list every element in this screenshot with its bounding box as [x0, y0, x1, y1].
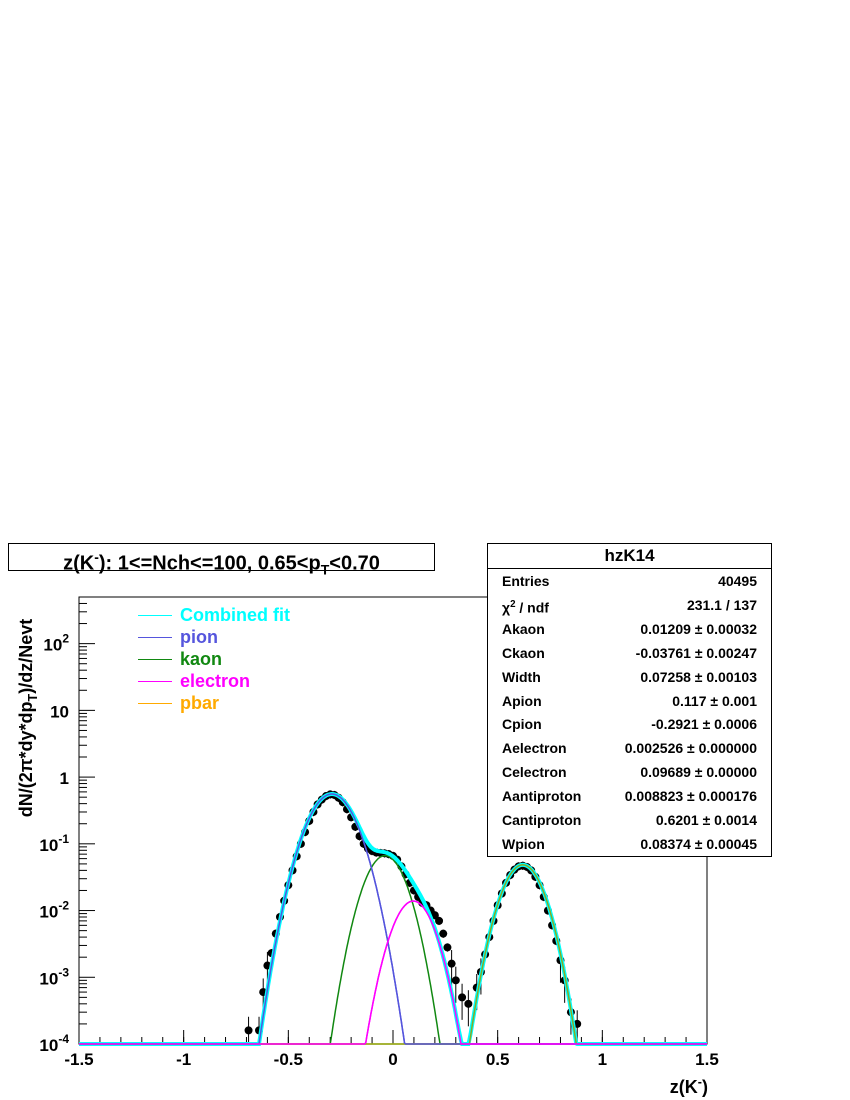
- curve-pbar-overlay: [79, 864, 707, 1045]
- y-axis-label-text: dN/(2π*dy*dp: [16, 701, 37, 818]
- stats-key: χ2 / ndf: [502, 598, 549, 616]
- stats-row: Akaon 0.01209 ± 0.00032: [502, 617, 757, 641]
- stats-row: Aelectron 0.002526 ± 0.000000: [502, 736, 757, 760]
- legend-label: pion: [180, 627, 218, 647]
- chart-title: z(K-): 1<=Nch<=100, 0.65<pT<0.70: [8, 543, 435, 578]
- legend-swatch: [138, 615, 172, 616]
- data-point: [447, 959, 456, 968]
- y-tick-label: 10-1: [39, 832, 69, 855]
- x-tick-label: 0: [388, 1050, 397, 1069]
- stats-row: χ2 / ndf 231.1 / 137: [502, 593, 757, 617]
- y-tick-label: 10-2: [39, 899, 69, 922]
- stats-value: 0.08374 ± 0.00045: [640, 835, 757, 852]
- stats-value: -0.03761 ± 0.00247: [635, 644, 757, 661]
- x-axis-label-text: z(K: [669, 1077, 698, 1097]
- legend-label: electron: [180, 671, 251, 691]
- stats-key: Entries: [502, 573, 550, 589]
- stats-row: Ckaon -0.03761 ± 0.00247: [502, 641, 757, 665]
- data-point: [451, 976, 460, 985]
- title-text-3: <0.70: [329, 552, 380, 575]
- stats-key: Cpion: [502, 716, 542, 733]
- stats-key: Cantiproton: [502, 812, 582, 828]
- stats-value: 0.09689 ± 0.00000: [640, 764, 757, 781]
- legend-swatch: [138, 703, 172, 704]
- stats-row: Cantiproton 0.6201 ± 0.0014: [502, 808, 757, 832]
- stats-key: Aelectron: [502, 740, 567, 757]
- legend-swatch: [138, 659, 172, 660]
- stats-row: Wpion 0.08374 ± 0.00045: [502, 832, 757, 856]
- stats-key: Wpion: [502, 835, 545, 852]
- stats-value: -0.2921 ± 0.0006: [651, 716, 757, 733]
- y-tick-label: 10-3: [39, 965, 69, 988]
- stats-row: Width 0.07258 ± 0.00103: [502, 665, 757, 689]
- x-tick-label: -0.5: [274, 1050, 303, 1069]
- stats-key: Width: [502, 668, 541, 685]
- data-point: [464, 999, 473, 1008]
- title-text: z(K: [63, 552, 95, 575]
- title-text-2: ): 1<=Nch<=100, 0.65<p: [98, 552, 321, 575]
- data-point: [439, 929, 448, 938]
- stats-key: Aantiproton: [502, 788, 582, 805]
- legend-swatch: [138, 681, 172, 682]
- stats-value: 0.6201 ± 0.0014: [655, 812, 757, 828]
- y-tick-label: 1: [60, 769, 69, 788]
- stats-row: Entries 40495: [502, 569, 757, 593]
- stats-title: hzK14: [488, 544, 771, 569]
- stats-row: Aantiproton 0.008823 ± 0.000176: [502, 784, 757, 808]
- data-point: [458, 993, 467, 1002]
- stats-value: 0.008823 ± 0.000176: [624, 788, 757, 805]
- legend-swatch: [138, 637, 172, 638]
- stats-key: Ckaon: [502, 644, 545, 661]
- stats-key: Celectron: [502, 764, 567, 781]
- y-axis-label-sub: T: [25, 693, 40, 702]
- legend-label: Combined fit: [180, 605, 290, 625]
- title-sup: -: [94, 549, 99, 565]
- legend-label: pbar: [180, 693, 220, 713]
- stats-value: 0.07258 ± 0.00103: [640, 668, 757, 685]
- x-axis-label-end: ): [702, 1077, 708, 1097]
- x-axis-label-sup: -: [697, 1075, 702, 1089]
- stats-row: Cpion -0.2921 ± 0.0006: [502, 712, 757, 736]
- stats-value: 231.1 / 137: [686, 596, 757, 613]
- legend-label: kaon: [180, 649, 223, 669]
- x-tick-label: -1.5: [64, 1050, 93, 1069]
- stats-row: Apion 0.117 ± 0.001: [502, 689, 757, 713]
- stats-value: 0.117 ± 0.001: [672, 692, 757, 709]
- stats-key: Apion: [502, 692, 542, 709]
- curve-kaon: [79, 854, 707, 1045]
- data-point: [244, 1026, 253, 1035]
- curve-pbar: [79, 864, 707, 1045]
- data-point: [435, 916, 444, 925]
- stats-key: Akaon: [502, 620, 545, 637]
- stats-value: 40495: [718, 573, 757, 589]
- y-tick-label: 102: [43, 632, 69, 655]
- x-tick-label: 1: [598, 1050, 607, 1069]
- title-sub: T: [320, 561, 330, 578]
- data-point: [430, 911, 439, 920]
- curve-electron-overlay: [79, 900, 707, 1045]
- stats-value: 0.01209 ± 0.00032: [640, 620, 757, 637]
- x-axis-label: z(K-): [670, 1075, 708, 1098]
- x-tick-label: 0.5: [486, 1050, 510, 1069]
- stats-row: Celectron 0.09689 ± 0.00000: [502, 760, 757, 784]
- x-tick-label: 1.5: [695, 1050, 719, 1069]
- x-tick-label: -1: [176, 1050, 191, 1069]
- stats-box: hzK14 Entries 40495 χ2 / ndf 231.1 / 137 Aka…: [487, 543, 772, 857]
- data-point: [443, 943, 452, 952]
- y-axis-label: dN/(2π*dy*dpT)/dz/Nevt: [16, 619, 40, 818]
- y-tick-label: 10: [50, 702, 69, 721]
- y-axis-label-end: )/dz/Nevt: [16, 618, 37, 694]
- stats-value: 0.002526 ± 0.000000: [624, 740, 757, 757]
